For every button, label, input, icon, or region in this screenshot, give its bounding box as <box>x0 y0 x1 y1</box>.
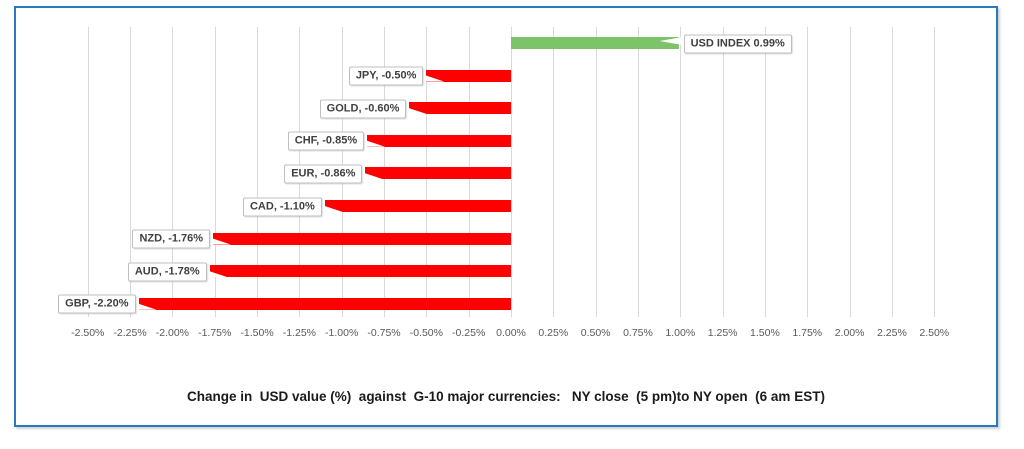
x-tick-label: 1.75% <box>792 327 823 339</box>
x-tick-label: -2.25% <box>113 327 147 339</box>
x-tick-label: 0.50% <box>580 327 611 339</box>
data-label-callout: CAD, -1.10% <box>242 197 322 216</box>
callout-pointer <box>210 237 232 245</box>
bar-gbp <box>138 297 511 310</box>
plot-area: USD INDEX 0.99% JPY, -0.50% GOLD, -0.60% CH… <box>16 8 996 425</box>
gridline <box>87 27 89 317</box>
callout-pointer <box>406 107 428 115</box>
gridline <box>130 27 132 317</box>
gridline <box>807 27 809 317</box>
gridline <box>257 27 259 317</box>
gridline <box>511 27 512 317</box>
gridline <box>891 27 893 317</box>
x-tick-label: 1.50% <box>750 327 780 339</box>
data-label-callout: AUD, -1.78% <box>127 262 207 282</box>
callout-pointer <box>362 172 384 180</box>
gridline <box>595 27 597 317</box>
bar-nzd <box>213 232 511 245</box>
x-tick-label: -1.00% <box>325 327 359 339</box>
x-tick-label: 0.00% <box>496 327 526 339</box>
callout-pointer <box>364 139 386 147</box>
callout-pointer <box>206 270 228 278</box>
data-label-callout: JPY, -0.50% <box>348 66 424 86</box>
x-tick-label: -1.50% <box>240 327 274 339</box>
gridline <box>553 27 555 317</box>
x-tick-label: -1.75% <box>198 327 232 339</box>
data-label-callout: EUR, -0.86% <box>284 164 363 184</box>
callout-pointer <box>135 302 157 310</box>
gridline <box>934 27 936 317</box>
bar-chf <box>367 134 511 147</box>
x-tick-label: 2.50% <box>919 327 950 339</box>
x-tick-label: 0.25% <box>538 327 569 339</box>
callout-pointer <box>321 205 343 212</box>
bar-eur <box>365 167 511 180</box>
callout-pointer <box>423 74 445 82</box>
data-label-callout: GBP, -2.20% <box>58 294 136 314</box>
x-tick-label: 1.00% <box>665 327 696 339</box>
callout-pointer <box>659 37 683 45</box>
bar-jpy <box>426 69 511 82</box>
x-tick-label: -1.25% <box>282 327 317 339</box>
chart-frame: USD INDEX 0.99% JPY, -0.50% GOLD, -0.60% CH… <box>14 6 998 427</box>
data-label-callout: NZD, -1.76% <box>132 229 211 249</box>
x-tick-label: -0.25% <box>452 327 486 339</box>
data-label-callout: GOLD, -0.60% <box>319 99 407 119</box>
gridline <box>637 27 639 317</box>
x-tick-label: 2.00% <box>834 327 865 339</box>
chart-title: Change in USD value (%) against G-10 maj… <box>187 389 825 404</box>
bar-aud <box>209 265 511 278</box>
bar-usd-index <box>511 37 679 49</box>
gridline <box>722 27 724 317</box>
data-label-callout: CHF, -0.85% <box>287 131 365 151</box>
x-tick-label: -0.50% <box>409 327 443 339</box>
gridline <box>680 27 682 317</box>
gridline <box>764 27 766 317</box>
x-tick-label: 2.25% <box>877 327 907 339</box>
x-tick-label: -2.50% <box>71 327 105 339</box>
gridline <box>172 27 174 317</box>
bar-cad <box>324 200 511 212</box>
x-tick-label: -0.75% <box>367 327 401 339</box>
x-tick-label: -2.00% <box>155 327 190 339</box>
gridline <box>214 27 216 317</box>
x-tick-label: 0.75% <box>623 327 653 339</box>
bar-gold <box>409 102 511 115</box>
gridline <box>849 27 851 317</box>
x-tick-label: 1.25% <box>707 327 738 339</box>
data-label-callout: USD INDEX 0.99% <box>683 34 792 53</box>
